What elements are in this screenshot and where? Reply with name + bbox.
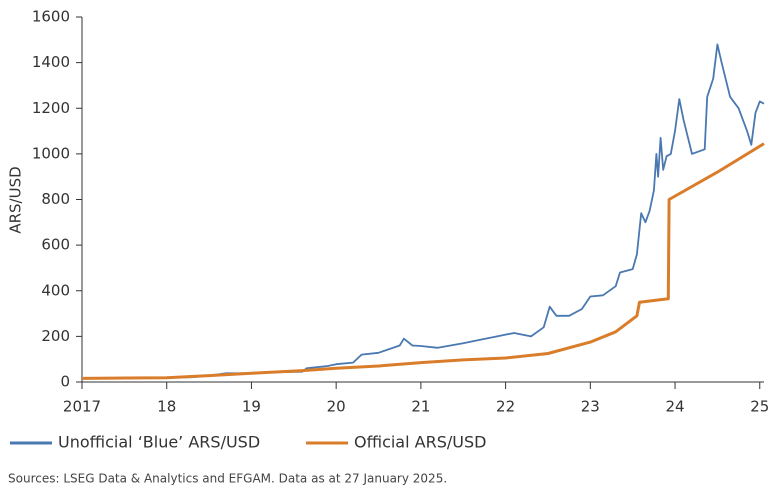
y-tick-label: 1400 [32, 53, 70, 71]
y-tick-label: 800 [41, 190, 70, 208]
y-tick-label: 1000 [32, 144, 70, 162]
series-line [81, 43, 765, 380]
x-tick-label: 19 [242, 398, 261, 416]
x-tick-label: 2017 [63, 398, 101, 416]
legend-label: Unofficial ‘Blue’ ARS/USD [58, 433, 260, 452]
source-note: Sources: LSEG Data & Analytics and EFGAM… [8, 472, 447, 486]
y-tick-label: 1200 [32, 99, 70, 117]
series-line [81, 142, 765, 380]
y-tick-label: 200 [41, 327, 70, 345]
x-tick-label: 23 [581, 398, 600, 416]
legend-label: Official ARS/USD [354, 433, 486, 452]
y-axis-label: ARS/USD [7, 166, 25, 233]
x-tick-label: 24 [665, 398, 684, 416]
y-tick-label: 600 [41, 236, 70, 254]
x-tick-label: 21 [411, 398, 430, 416]
x-tick-label: 20 [327, 398, 346, 416]
x-tick-label: 25 [750, 398, 769, 416]
y-tick-label: 0 [60, 373, 70, 391]
x-tick-label: 18 [157, 398, 176, 416]
y-tick-label: 400 [41, 281, 70, 299]
x-tick-label: 22 [496, 398, 515, 416]
y-tick-label: 1600 [32, 8, 70, 26]
